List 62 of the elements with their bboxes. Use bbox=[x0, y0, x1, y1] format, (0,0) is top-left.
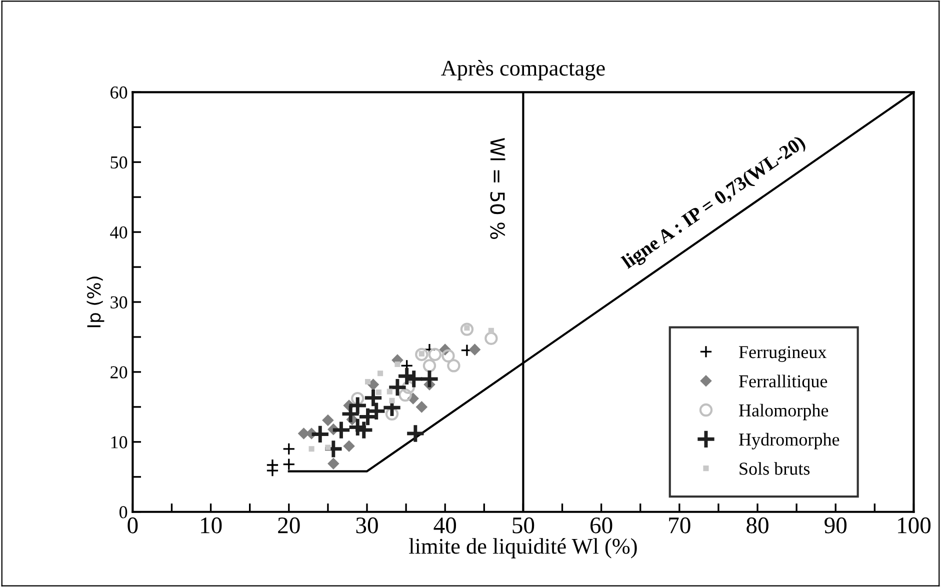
ref-line-label: Wl = 50 % bbox=[490, 138, 506, 239]
x-axis-title: limite de liquidité Wl (%) bbox=[409, 538, 637, 558]
x-tick-label: 80 bbox=[746, 517, 768, 534]
point bbox=[447, 359, 460, 372]
point bbox=[310, 424, 330, 444]
point bbox=[351, 392, 364, 406]
y-tick-label: 20 bbox=[110, 366, 128, 378]
point bbox=[460, 322, 474, 336]
point bbox=[322, 414, 334, 426]
point bbox=[428, 348, 442, 362]
point bbox=[402, 380, 415, 394]
point bbox=[325, 444, 331, 450]
point bbox=[343, 440, 355, 452]
point bbox=[282, 458, 296, 471]
point bbox=[308, 446, 314, 452]
point bbox=[394, 361, 400, 368]
point bbox=[368, 378, 379, 390]
point bbox=[266, 464, 279, 477]
x-tick-label: 10 bbox=[201, 517, 222, 534]
x-tick-label: 50 bbox=[512, 517, 534, 534]
point bbox=[419, 368, 440, 390]
y-tick-label: 60 bbox=[110, 86, 128, 99]
y-tick-label: 10 bbox=[111, 436, 128, 448]
x-tick-label: 100 bbox=[898, 517, 931, 534]
point bbox=[376, 389, 382, 396]
legend-label: Halomorphe bbox=[738, 404, 828, 420]
x-tick-label: 0 bbox=[128, 517, 138, 534]
point bbox=[386, 388, 392, 394]
x-tick-label: 70 bbox=[669, 517, 690, 534]
legend-label: Ferrallitique bbox=[738, 374, 828, 392]
point bbox=[354, 420, 374, 440]
y-tick-label: 30 bbox=[110, 296, 128, 308]
y-tick-label: 40 bbox=[110, 226, 128, 239]
point bbox=[415, 348, 428, 362]
x-tick-label: 20 bbox=[278, 517, 300, 534]
y-tick-label: 50 bbox=[110, 156, 128, 169]
x-tick-label: 40 bbox=[434, 517, 456, 534]
x-tick-label: 60 bbox=[590, 517, 612, 534]
point bbox=[331, 420, 352, 440]
point bbox=[484, 332, 498, 345]
y-tick-label: 0 bbox=[119, 506, 128, 518]
point bbox=[488, 328, 494, 334]
legend-label: Ferrugineux bbox=[738, 346, 827, 362]
legend-label: Sols bruts bbox=[740, 462, 810, 475]
point bbox=[442, 349, 455, 362]
chart-title: Après compactage bbox=[441, 60, 605, 80]
x-tick-label: 90 bbox=[824, 517, 847, 534]
point bbox=[282, 442, 296, 456]
point bbox=[364, 378, 371, 385]
point bbox=[469, 344, 480, 356]
legend-label: Hydromorphe bbox=[738, 432, 840, 450]
x-tick-label: 30 bbox=[356, 517, 378, 534]
point bbox=[405, 423, 426, 444]
point bbox=[377, 370, 384, 376]
point bbox=[389, 398, 395, 404]
point bbox=[416, 401, 428, 413]
y-axis-title: Ip (%) bbox=[86, 276, 104, 328]
point bbox=[385, 407, 399, 421]
point bbox=[398, 388, 412, 402]
point bbox=[328, 458, 340, 470]
point bbox=[363, 388, 384, 408]
point bbox=[422, 359, 436, 372]
